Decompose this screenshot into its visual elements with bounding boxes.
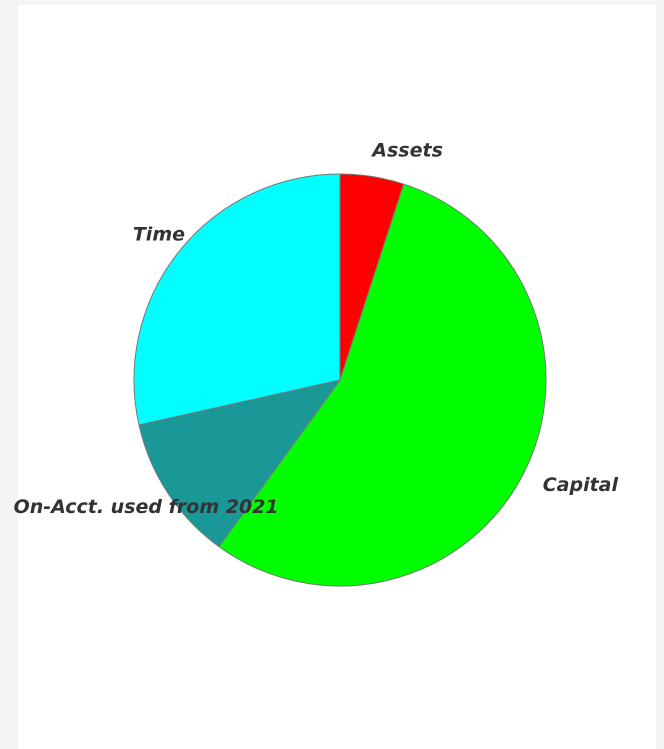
slice-label: Capital — [543, 474, 619, 496]
slice-label: Time — [133, 223, 185, 245]
pie-slice — [133, 173, 341, 426]
pie-slice — [138, 379, 342, 548]
slice-label: Assets — [370, 139, 443, 161]
pie-slice — [218, 183, 547, 587]
slice-label: On-Acct. used from 2021 — [14, 496, 279, 518]
